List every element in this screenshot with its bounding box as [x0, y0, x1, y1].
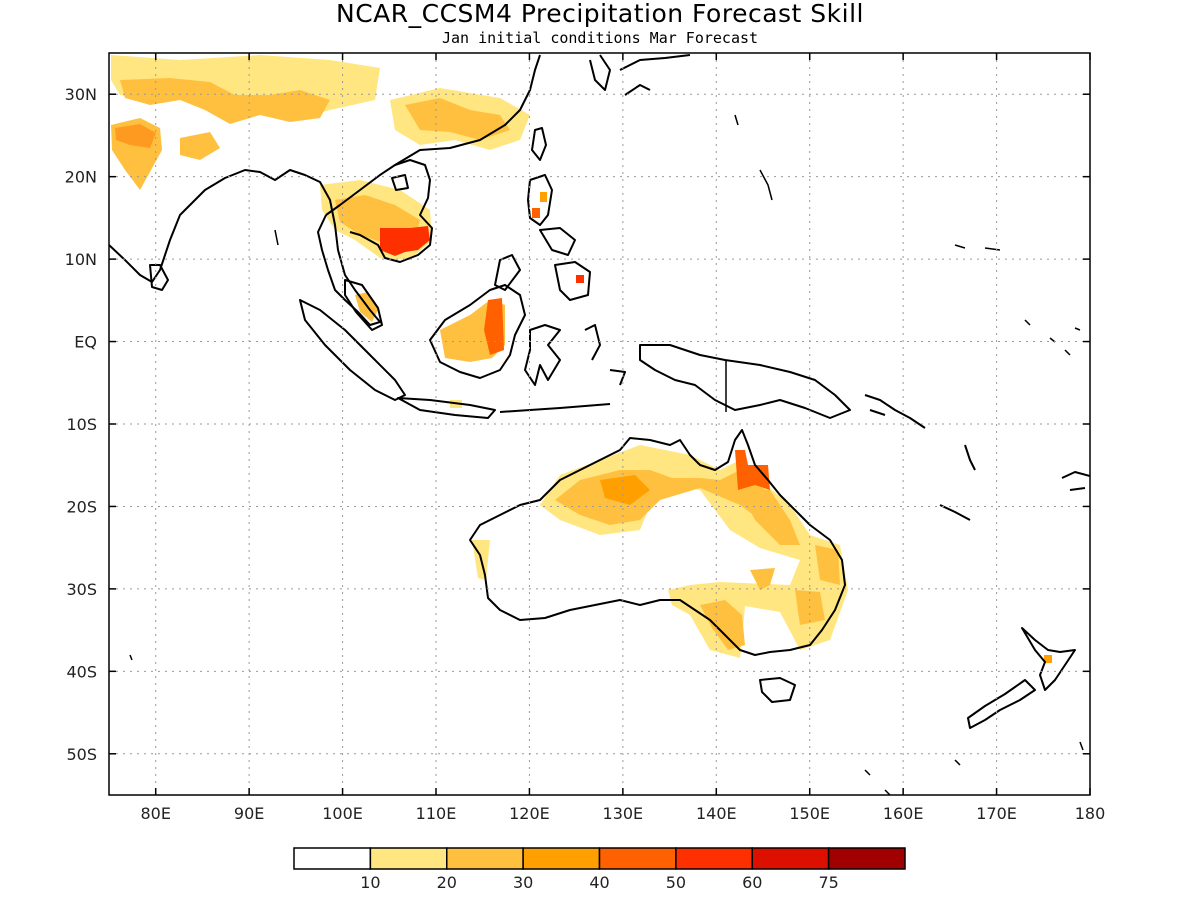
coastline-sri-lanka: [149, 264, 169, 291]
colorbar-swatch: [827, 847, 906, 870]
coastline-sumatra: [299, 299, 406, 401]
skill-region-east-australia: [740, 490, 800, 545]
lat-tick-label: 30N: [65, 85, 97, 104]
lat-tick-label: 10S: [66, 415, 97, 434]
coastline-java: [397, 397, 496, 419]
coastline-layer: [109, 54, 1090, 795]
skill-region-luzon: [532, 208, 540, 218]
lat-tick-label: EQ: [74, 333, 97, 352]
skill-region-malay: [355, 292, 378, 322]
lon-tick-label: 120E: [509, 804, 550, 823]
lon-tick-label: 140E: [696, 804, 737, 823]
lon-tick-label: 110E: [416, 804, 457, 823]
coastline-indochina: [325, 159, 433, 263]
colorbar-swatch: [598, 847, 677, 870]
skill-region-south-china-core: [405, 98, 510, 140]
coastline-nz-south: [967, 679, 1036, 729]
skill-region-luzon-north: [540, 192, 547, 202]
lon-tick-label: 180: [1075, 804, 1106, 823]
colorbar-label: 75: [818, 873, 838, 892]
coastline-taiwan: [531, 127, 547, 161]
coastline-japan: [619, 54, 691, 96]
coastline-visayas: [539, 227, 576, 256]
lat-tick-label: 50S: [66, 745, 97, 764]
colorbar-label: 40: [589, 873, 609, 892]
lon-tick-label: 130E: [603, 804, 644, 823]
axis-layer: 80E 90E 100E 110E 120E 130E 140E 150E 160E 170E 18…: [65, 53, 1106, 823]
colorbar-swatch: [446, 847, 524, 870]
coastline-korea: [589, 54, 611, 91]
coastline-malay: [344, 279, 383, 331]
skill-region-east-australia-coast: [815, 545, 840, 585]
colorbar-swatch: [293, 847, 372, 870]
coastline-hainan: [391, 174, 409, 191]
coastline-luzon: [527, 174, 553, 226]
coastline-borneo: [429, 284, 526, 379]
skill-region-borneo-core: [484, 298, 504, 355]
lon-tick-label: 80E: [140, 804, 170, 823]
coastline-palawan: [494, 254, 521, 291]
skill-region-australia-north: [540, 445, 848, 658]
coastline-tasmania: [759, 677, 796, 703]
lat-tick-label: 40S: [66, 662, 97, 681]
colorbar-swatch: [369, 847, 448, 870]
coastline-lesser-sunda: [499, 403, 611, 413]
lon-tick-label: 150E: [789, 804, 830, 823]
lon-tick-label: 160E: [883, 804, 924, 823]
lon-tick-label: 170E: [976, 804, 1017, 823]
lon-tick-label: 100E: [322, 804, 363, 823]
coastline-moluccas: [584, 324, 626, 386]
colorbar-label: 20: [437, 873, 457, 892]
skill-region-south-australia: [700, 600, 745, 650]
chart-title: NCAR_CCSM4 Precipitation Forecast Skill: [336, 0, 864, 28]
skill-region-tibet-core: [120, 78, 330, 124]
coastline-pacific-islands: [129, 114, 1084, 795]
coastline-vanuatu: [939, 444, 976, 521]
skill-region-australia-north-orange: [600, 475, 650, 505]
coastline-nz-north: [1021, 627, 1076, 691]
coastline-solomon: [864, 394, 926, 429]
colorbar-swatch: [522, 847, 601, 870]
colorbar-swatch: [751, 847, 830, 870]
lat-tick-label: 30S: [66, 580, 97, 599]
skill-region-new-zealand: [1044, 655, 1052, 663]
skill-region-cambodia: [380, 226, 430, 256]
lon-tick-label: 90E: [234, 804, 264, 823]
colorbar-swatch: [675, 847, 753, 870]
colorbar-label: 60: [742, 873, 762, 892]
coastline-mindanao: [554, 261, 591, 301]
skill-region-india-north-core: [115, 124, 156, 148]
skill-region-queensland: [735, 450, 770, 490]
skill-shading-layer: [111, 55, 1052, 663]
lat-tick-label: 20S: [66, 497, 97, 516]
colorbar-label: 10: [360, 873, 380, 892]
chart-subtitle: Jan initial conditions Mar Forecast: [441, 29, 759, 47]
lat-tick-label: 10N: [65, 250, 97, 269]
colorbar-label: 30: [513, 873, 533, 892]
grid-lines: [109, 53, 1090, 795]
coastline-south-asia: [109, 169, 381, 326]
skill-region-central-australia: [750, 568, 775, 590]
coastline-china: [394, 54, 541, 166]
coastline-sulawesi: [524, 324, 561, 386]
coastline-new-guinea: [639, 344, 851, 419]
lat-tick-label: 20N: [65, 168, 97, 187]
skill-region-himalaya-east: [180, 132, 220, 160]
coastline-fiji: [1061, 471, 1090, 491]
skill-region-mindanao: [576, 275, 584, 283]
colorbar-label: 50: [666, 873, 686, 892]
colorbar: 10 20 30 40 50 60 75: [293, 847, 906, 892]
